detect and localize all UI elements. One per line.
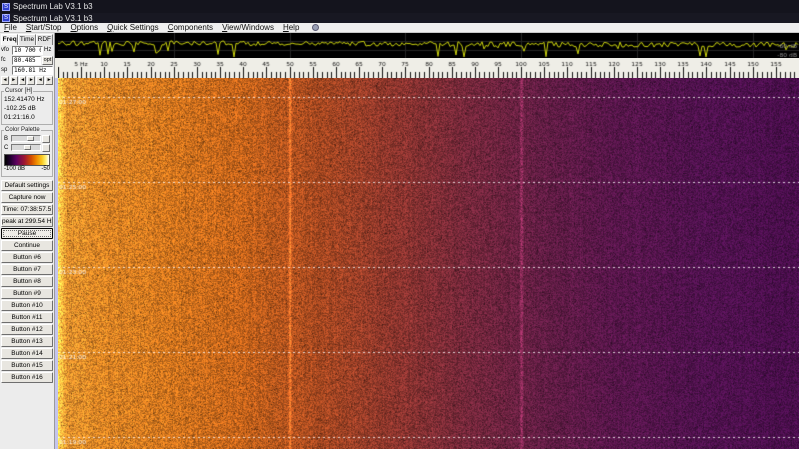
app-icon: S: [2, 14, 10, 22]
custom-button-6[interactable]: Button #6: [1, 252, 53, 263]
cursor-frequency-value: 152.41470 Hz: [4, 95, 50, 104]
nudge-left-button[interactable]: ◄: [36, 76, 44, 85]
freq-time-rdf-tabs: Freq Time RDF: [1, 34, 53, 45]
color-palette-title: Color Palette: [4, 127, 41, 133]
brightness-slider[interactable]: [11, 135, 41, 142]
nudge-right-button[interactable]: ►: [27, 76, 35, 85]
custom-button-15[interactable]: Button #15: [1, 360, 53, 371]
pause-button[interactable]: Pause: [1, 228, 53, 239]
menu-components[interactable]: Components: [168, 23, 213, 32]
control-sidebar: Freq Time RDF vfo Hz fc opt sp ◄ ►: [0, 33, 55, 449]
outer-titlebar[interactable]: S Spectrum Lab V3.1 b3: [0, 0, 799, 13]
cursor-amplitude-value: -102.25 dB: [4, 104, 50, 113]
custom-button-14[interactable]: Button #14: [1, 348, 53, 359]
custom-button-7[interactable]: Button #7: [1, 264, 53, 275]
menu-bar: File Start/Stop Options Quick Settings C…: [0, 23, 799, 33]
sp-row: sp: [1, 65, 53, 75]
custom-button-11[interactable]: Button #11: [1, 312, 53, 323]
contrast-slider-row: C: [4, 143, 50, 152]
custom-button-9[interactable]: Button #9: [1, 288, 53, 299]
cursor-group-title: Cursor [H]: [4, 88, 33, 94]
cursor-time-value: 01:21:16.0: [4, 113, 50, 122]
palette-gradient-bar: [4, 154, 50, 166]
peak-display-button[interactable]: peak at 299.54 Hz: [1, 216, 53, 227]
display-column: [55, 33, 799, 449]
brightness-slider-row: B: [4, 134, 50, 143]
vfo-input[interactable]: [12, 46, 43, 55]
nudge-right-button[interactable]: ►: [45, 76, 53, 85]
inner-titlebar[interactable]: S Spectrum Lab V3.1 b3: [0, 13, 799, 23]
tab-time[interactable]: Time: [18, 34, 35, 45]
status-led-icon: [312, 24, 319, 31]
custom-button-10[interactable]: Button #10: [1, 300, 53, 311]
custom-button-16[interactable]: Button #16: [1, 372, 53, 383]
vfo-label: vfo: [1, 47, 11, 53]
tab-rdf[interactable]: RDF: [36, 34, 53, 45]
continue-button[interactable]: Continue: [1, 240, 53, 251]
contrast-slider[interactable]: [11, 144, 41, 151]
app-window: S Spectrum Lab V3.1 b3 S Spectrum Lab V3…: [0, 0, 799, 449]
contrast-step-button[interactable]: [42, 144, 50, 152]
time-display-button[interactable]: Time: 07:38:57.5: [1, 204, 53, 215]
palette-max-label: -50: [41, 166, 50, 174]
app-icon: S: [2, 3, 10, 11]
frequency-nudge-buttons: ◄ ► ◄ ► ◄ ►: [1, 76, 53, 86]
capture-now-button[interactable]: Capture now: [1, 192, 53, 203]
brightness-step-button[interactable]: [42, 135, 50, 143]
spectrum-row: [55, 33, 799, 58]
fc-input[interactable]: [12, 56, 41, 65]
inner-window-title: Spectrum Lab V3.1 b3: [13, 14, 93, 23]
tab-freq[interactable]: Freq: [1, 34, 18, 45]
cursor-readout-group: Cursor [H] 152.41470 Hz -102.25 dB 01:21…: [1, 88, 53, 125]
color-palette-group: Color Palette B C -100 d: [1, 127, 53, 177]
menu-options[interactable]: Options: [71, 23, 99, 32]
nudge-left-button[interactable]: ◄: [19, 76, 27, 85]
vfo-unit-label: Hz: [44, 47, 53, 53]
contrast-label: C: [4, 145, 10, 151]
spectrum-graph[interactable]: [58, 33, 799, 58]
custom-button-8[interactable]: Button #8: [1, 276, 53, 287]
menu-file[interactable]: File: [4, 23, 17, 32]
nudge-right-button[interactable]: ►: [10, 76, 18, 85]
frequency-scale[interactable]: [58, 58, 799, 78]
vfo-row: vfo Hz: [1, 45, 53, 55]
default-settings-button[interactable]: Default settings: [1, 180, 53, 191]
sp-input[interactable]: [12, 66, 53, 75]
spectrogram-waterfall[interactable]: [58, 78, 799, 449]
contrast-slider-thumb[interactable]: [24, 145, 31, 150]
custom-button-12[interactable]: Button #12: [1, 324, 53, 335]
menu-help[interactable]: Help: [283, 23, 299, 32]
custom-button-13[interactable]: Button #13: [1, 336, 53, 347]
menu-quick-settings[interactable]: Quick Settings: [107, 23, 159, 32]
waterfall-row: [55, 78, 799, 449]
palette-min-label: -100 dB: [4, 166, 25, 174]
window-title: Spectrum Lab V3.1 b3: [13, 2, 93, 11]
menu-view-windows[interactable]: View/Windows: [222, 23, 274, 32]
sp-label: sp: [1, 67, 11, 73]
frequency-scale-row: [55, 58, 799, 78]
main-area: Freq Time RDF vfo Hz fc opt sp ◄ ►: [0, 33, 799, 449]
opt-button[interactable]: opt: [42, 56, 53, 65]
fc-row: fc opt: [1, 55, 53, 65]
menu-start-stop[interactable]: Start/Stop: [26, 23, 62, 32]
brightness-slider-thumb[interactable]: [27, 136, 34, 141]
programmable-button-stack: Default settings Capture now Time: 07:38…: [1, 180, 53, 383]
nudge-left-button[interactable]: ◄: [1, 76, 9, 85]
fc-label: fc: [1, 57, 11, 63]
brightness-label: B: [4, 136, 10, 142]
palette-scale-labels: -100 dB -50: [4, 166, 50, 174]
